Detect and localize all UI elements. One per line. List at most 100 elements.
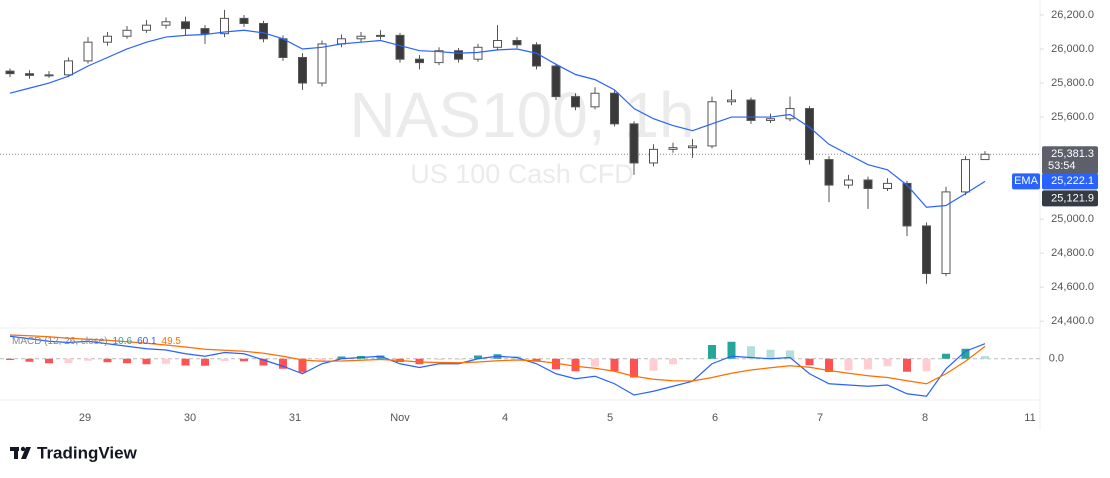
macd-histogram-bar <box>883 358 892 367</box>
candle-body <box>142 24 151 31</box>
macd-histogram-bar <box>123 358 131 364</box>
macd-histogram-bar <box>805 358 814 366</box>
macd-histogram-bar <box>201 358 209 366</box>
macd-histogram-bar <box>610 358 619 372</box>
y-tick-label: 24,600.0 <box>1051 281 1094 293</box>
candle-body <box>5 70 15 75</box>
macd-histogram-bar <box>318 358 326 362</box>
candle-body <box>454 50 463 60</box>
candle-body <box>727 99 736 103</box>
ema-tag: EMA <box>1014 175 1039 187</box>
macd-histogram-bar <box>669 358 677 365</box>
watermark-subtitle: US 100 Cash CFD <box>410 159 634 189</box>
macd-histogram-bar <box>747 346 755 359</box>
candle-body <box>103 35 112 43</box>
x-tick-label: 4 <box>502 412 508 424</box>
x-tick-label: 5 <box>607 412 613 424</box>
y-tick-label: 25,000.0 <box>1051 213 1094 225</box>
ema-tag-box <box>1012 173 1040 190</box>
macd-histogram-bar <box>708 345 716 359</box>
x-tick-label: 31 <box>289 412 301 424</box>
candle-body <box>83 41 93 62</box>
candle-body <box>395 34 405 60</box>
macd-histogram-bar <box>240 358 248 362</box>
candle-body <box>200 28 210 35</box>
low-value-label: 25,121.9 <box>1051 192 1094 204</box>
brand-name: TradingView <box>37 443 138 462</box>
macd-line <box>9 335 986 397</box>
candle-body <box>64 60 73 76</box>
macd-histogram-bar <box>435 358 443 360</box>
macd-histogram-bar <box>279 358 287 369</box>
macd-histogram-bar <box>337 356 346 359</box>
macd-histogram-bar <box>6 358 14 360</box>
candle-body <box>376 34 385 37</box>
candle-body <box>434 50 444 64</box>
x-tick-label: 29 <box>79 412 91 424</box>
macd-histogram-bar <box>903 358 911 372</box>
macd-histogram-bar <box>103 358 112 363</box>
candle-body <box>590 92 600 108</box>
macd-histogram-bar <box>454 358 463 360</box>
candle-body <box>415 58 424 64</box>
macd-legend: MACD (12, 26, close) 10.6 60.1 49.5 <box>12 336 181 347</box>
candle-body <box>941 191 951 275</box>
candle-body <box>824 159 834 186</box>
last-price-label-box <box>1042 146 1098 175</box>
macd-histogram-bar <box>552 358 560 370</box>
candle-body <box>259 22 268 40</box>
x-tick-label: 6 <box>712 412 718 424</box>
countdown-label: 53:54 <box>1048 160 1076 172</box>
macd-tick-label: 0.0 <box>1049 353 1064 365</box>
macd-legend-value: 10.6 <box>113 336 133 347</box>
candle-body <box>493 39 502 48</box>
macd-histogram-bar <box>376 355 385 359</box>
candle-body <box>844 179 853 186</box>
macd-histogram-bar <box>727 341 736 359</box>
x-tick-label: Nov <box>390 412 410 424</box>
low-value-label-box <box>1042 190 1098 207</box>
candle-body <box>902 182 912 227</box>
candle-body <box>44 74 54 77</box>
ema-line <box>9 29 986 208</box>
macd-histogram-bar <box>649 358 658 371</box>
candle-body <box>980 153 990 161</box>
macd-histogram-bar <box>45 358 53 364</box>
macd-histogram-bar <box>844 358 853 371</box>
candle-body <box>356 35 366 40</box>
macd-histogram-bar <box>630 358 638 378</box>
candle-body <box>922 225 931 275</box>
candle-body <box>668 147 678 150</box>
candle-body <box>610 92 619 125</box>
candle-body <box>473 46 483 60</box>
candle-body <box>961 159 970 193</box>
macd-histogram-bar <box>162 358 170 364</box>
y-tick-label: 25,800.0 <box>1051 77 1094 89</box>
candle-body <box>883 182 892 189</box>
macd-histogram-bar <box>25 358 34 362</box>
macd-histogram-bar <box>766 349 775 359</box>
y-tick-label: 26,000.0 <box>1051 43 1094 55</box>
candle-body <box>25 73 34 76</box>
y-tick-label: 24,800.0 <box>1051 247 1094 259</box>
candle-body <box>688 145 697 149</box>
macd-histogram-bar <box>84 358 92 361</box>
candle-body <box>298 57 307 84</box>
candle-body <box>278 38 288 59</box>
y-tick-label: 25,600.0 <box>1051 111 1094 123</box>
macd-histogram-bar <box>474 355 482 359</box>
macd-histogram-bar <box>259 358 268 366</box>
candle-body <box>239 17 249 24</box>
candle-body <box>181 21 190 30</box>
candle-body <box>512 39 522 46</box>
candle-body <box>122 29 132 37</box>
macd-histogram-bar <box>181 358 190 366</box>
macd-histogram-bar <box>571 358 580 372</box>
watermark-title: NAS100, 1h <box>349 79 694 151</box>
macd-histogram-bar <box>942 353 950 359</box>
candle-body <box>746 99 756 121</box>
candle-body <box>551 65 561 98</box>
macd-histogram-bar <box>786 350 794 359</box>
candle-body <box>317 43 327 84</box>
candle-body <box>649 148 658 164</box>
